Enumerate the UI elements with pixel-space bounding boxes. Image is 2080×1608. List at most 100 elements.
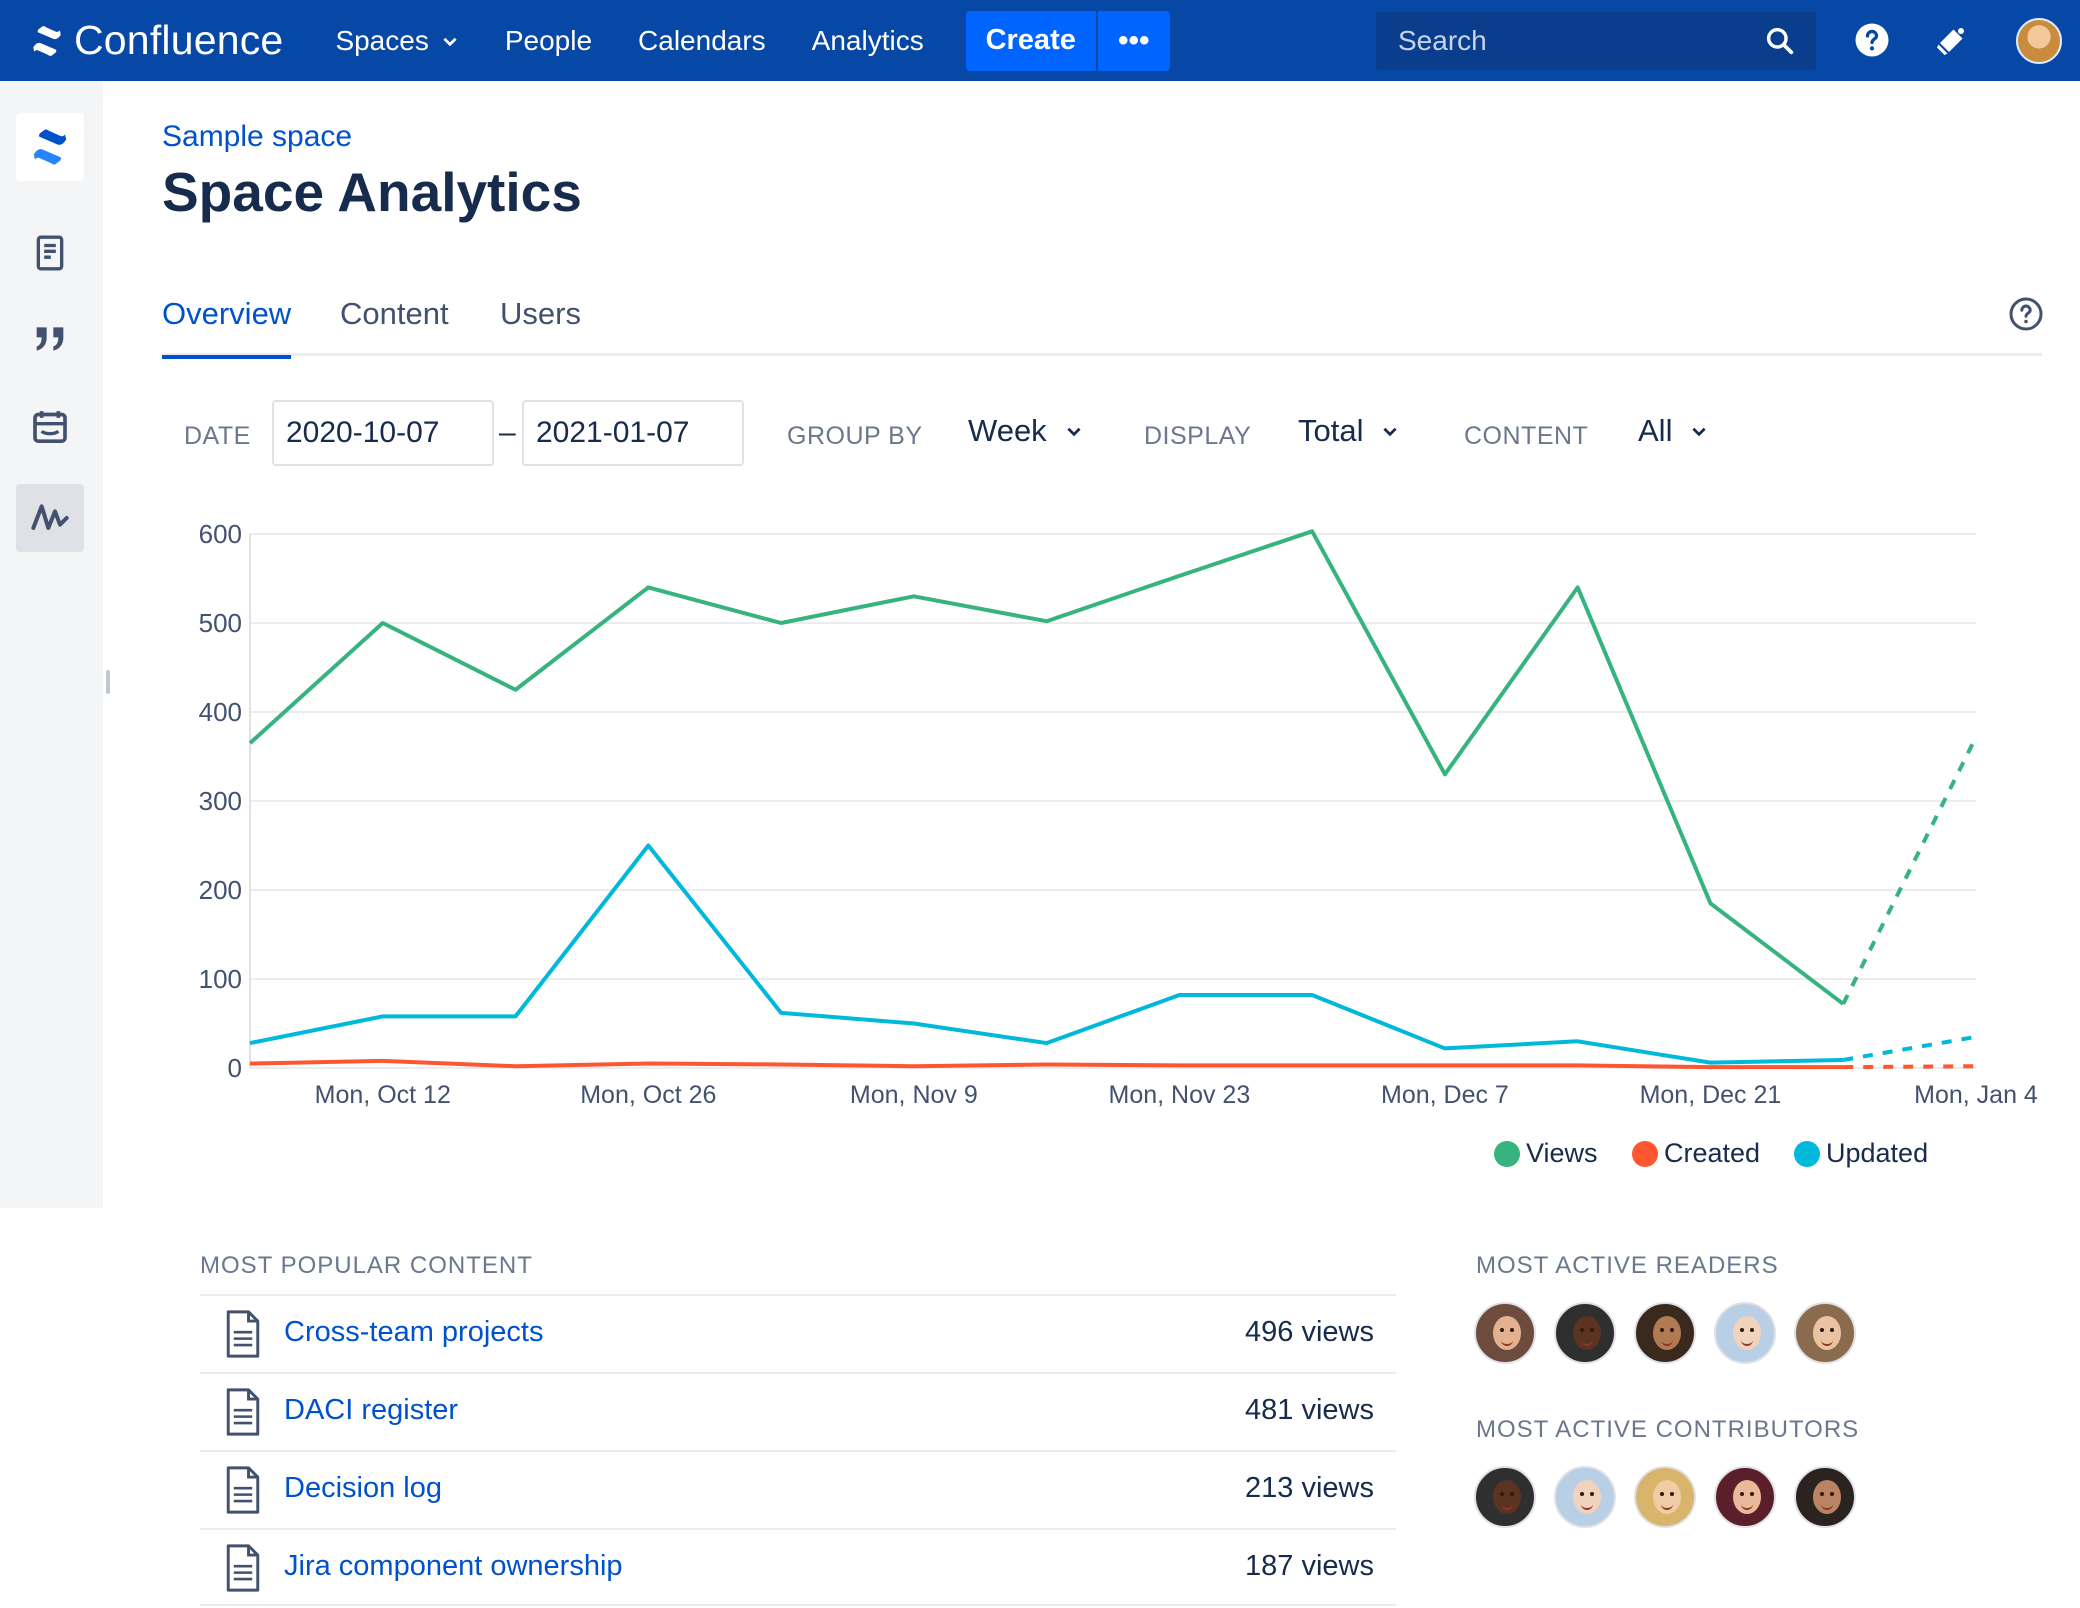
content-label: CONTENT — [1464, 422, 1589, 450]
y-tick-label: 500 — [199, 608, 242, 638]
analytics-tabs: Overview Content Users — [162, 292, 2042, 359]
y-tick-label: 100 — [199, 964, 242, 994]
search-input[interactable] — [1396, 24, 1764, 58]
sidebar-blog-button[interactable] — [16, 305, 84, 373]
reader-avatar[interactable] — [1794, 1302, 1856, 1364]
chevron-down-icon — [443, 37, 457, 46]
avatar-smile — [1501, 1339, 1513, 1346]
y-tick-label: 200 — [199, 875, 242, 905]
tab-content[interactable]: Content — [340, 296, 449, 331]
reader-avatar[interactable] — [1474, 1302, 1536, 1364]
avatar-eye — [1750, 1492, 1754, 1496]
legend-updated[interactable]: Updated — [1794, 1138, 1928, 1169]
nav-people[interactable]: People — [505, 25, 592, 57]
search-box[interactable] — [1376, 12, 1816, 70]
popular-content-link[interactable]: Decision log — [284, 1472, 442, 1504]
y-tick-label: 400 — [199, 697, 242, 727]
page-icon — [36, 235, 64, 271]
y-tick-label: 600 — [199, 519, 242, 549]
document-icon — [226, 1388, 260, 1436]
display-label: DISPLAY — [1144, 422, 1252, 450]
tab-users[interactable]: Users — [500, 296, 581, 331]
notifications-megaphone-icon[interactable] — [1934, 22, 1970, 58]
sidebar-analytics-button[interactable] — [16, 484, 84, 552]
popular-content-link[interactable]: Cross-team projects — [284, 1316, 544, 1348]
legend-views-swatch — [1494, 1140, 1520, 1167]
avatar-smile — [1501, 1503, 1513, 1510]
popular-content-link[interactable]: DACI register — [284, 1394, 459, 1426]
reader-avatar[interactable] — [1634, 1302, 1696, 1364]
avatar-eye — [1660, 1328, 1664, 1332]
active-readers-avatars — [1474, 1302, 1874, 1364]
avatar-eye — [1500, 1492, 1504, 1496]
confluence-logo[interactable]: Confluence — [30, 17, 283, 64]
chevron-down-icon — [1692, 427, 1707, 437]
avatar-eye — [1670, 1492, 1674, 1496]
x-tick-label: Mon, Dec 7 — [1381, 1081, 1509, 1109]
avatar-smile — [1741, 1339, 1753, 1346]
popular-content-row[interactable]: DACI register 481 views — [200, 1372, 1396, 1450]
page-title: Space Analytics — [162, 161, 582, 223]
popular-content-row[interactable]: Decision log 213 views — [200, 1450, 1396, 1528]
avatar-eye — [1590, 1328, 1594, 1332]
sidebar-calendar-button[interactable] — [16, 393, 84, 461]
popular-content-row[interactable]: Jira component ownership 187 views — [200, 1528, 1396, 1606]
active-contributors-heading: MOST ACTIVE CONTRIBUTORS — [1476, 1416, 1860, 1443]
active-readers-heading: MOST ACTIVE READERS — [1476, 1252, 1779, 1279]
avatar-eye — [1830, 1492, 1834, 1496]
tab-overview[interactable]: Overview — [162, 296, 292, 359]
date-from-input[interactable] — [272, 400, 494, 466]
avatar-smile — [1581, 1503, 1593, 1510]
nav-spaces[interactable]: Spaces — [335, 25, 458, 57]
sidebar-pages-button[interactable] — [16, 219, 84, 287]
content-dropdown[interactable]: All — [1638, 413, 1708, 449]
x-tick-label: Mon, Nov 23 — [1109, 1081, 1251, 1109]
contributor-avatar[interactable] — [1634, 1466, 1696, 1528]
reader-avatar[interactable] — [1714, 1302, 1776, 1364]
avatar-smile — [1661, 1503, 1673, 1510]
contributor-avatar[interactable] — [1554, 1466, 1616, 1528]
series-projection-views — [1841, 736, 1978, 1005]
popular-content-row[interactable]: Cross-team projects 496 views — [200, 1294, 1396, 1372]
contributor-avatar[interactable] — [1474, 1466, 1536, 1528]
reader-avatar[interactable] — [1554, 1302, 1616, 1364]
nav-people-label: People — [504, 24, 593, 56]
avatar-eye — [1660, 1492, 1664, 1496]
legend-views[interactable]: Views — [1494, 1138, 1598, 1169]
create-more-button[interactable]: ••• — [1097, 10, 1170, 71]
user-avatar[interactable] — [2016, 18, 2062, 64]
help-icon[interactable] — [1854, 22, 1890, 58]
date-label: DATE — [184, 422, 251, 450]
contributor-avatar[interactable] — [1794, 1466, 1856, 1528]
display-value: Total — [1298, 413, 1364, 448]
contributor-avatar[interactable] — [1714, 1466, 1776, 1528]
legend-created[interactable]: Created — [1632, 1138, 1760, 1169]
document-icon — [226, 1466, 260, 1514]
space-home-button[interactable] — [16, 113, 84, 181]
group-by-value: Week — [968, 413, 1047, 448]
content-value: All — [1638, 413, 1673, 448]
x-tick-label: Mon, Oct 12 — [315, 1081, 451, 1109]
series-projection-updated — [1842, 1034, 1977, 1062]
y-tick-label: 0 — [228, 1053, 242, 1083]
avatar-eye — [1750, 1328, 1754, 1332]
date-to-input[interactable] — [522, 400, 744, 466]
breadcrumb-space-link[interactable]: Sample space — [162, 120, 353, 153]
avatar-eye — [1740, 1328, 1744, 1332]
display-dropdown[interactable]: Total — [1298, 413, 1399, 449]
avatar-eye — [1830, 1328, 1834, 1332]
avatar-eye — [1510, 1328, 1514, 1332]
group-by-dropdown[interactable]: Week — [968, 413, 1083, 449]
nav-analytics[interactable]: Analytics — [812, 25, 924, 57]
search-icon[interactable] — [1764, 25, 1796, 57]
quote-icon — [36, 327, 64, 351]
nav-spaces-label: Spaces — [335, 24, 429, 56]
nav-calendars[interactable]: Calendars — [638, 25, 766, 57]
space-sidebar — [0, 81, 103, 1208]
help-circle-icon[interactable] — [2008, 296, 2044, 332]
sidebar-resize-handle[interactable] — [106, 670, 110, 694]
popular-content-link[interactable]: Jira component ownership — [284, 1550, 623, 1582]
date-separator: – — [499, 416, 516, 449]
confluence-logo-icon — [33, 25, 61, 56]
create-button[interactable]: Create — [965, 10, 1096, 71]
